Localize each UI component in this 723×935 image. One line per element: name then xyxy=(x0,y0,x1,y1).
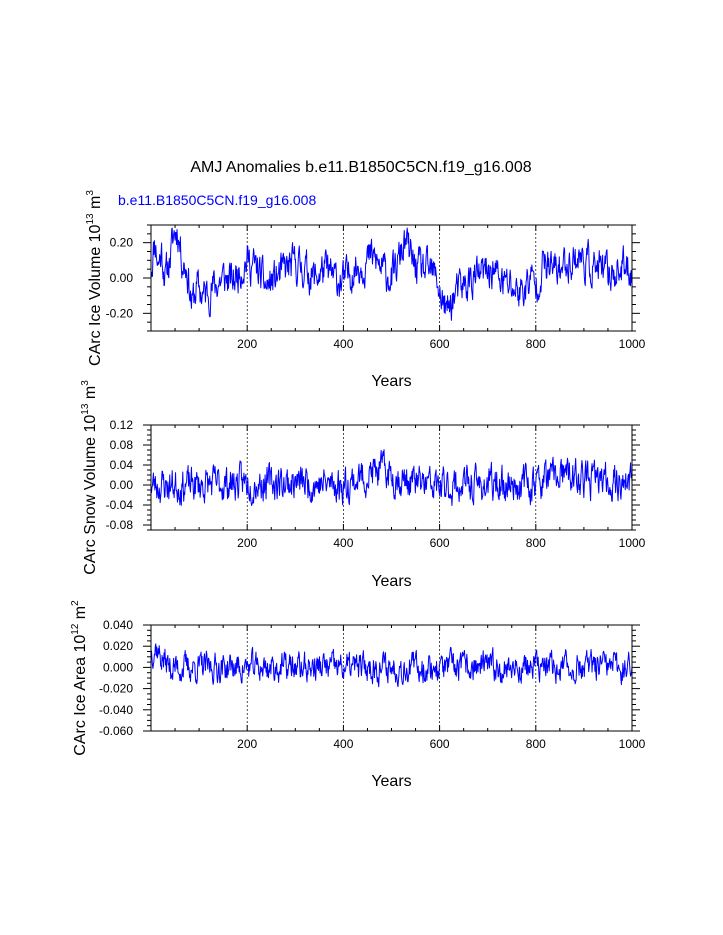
x-tick-label-snow: 1000 xyxy=(619,536,646,550)
x-tick-label-area: 400 xyxy=(333,737,353,751)
panel-snow: 200 400 600 800 1000 -0.08 -0.04 0.00 0.04 0.08 0.… xyxy=(80,380,646,590)
y-tick-label-area: 0.000 xyxy=(103,660,133,674)
y-axis-label-part-sup1: 12 xyxy=(70,623,81,635)
panel-volume: 200 400 600 800 1000 -0.20 0.00 0.20 Years CArc I… xyxy=(85,190,646,390)
series-line-area xyxy=(150,643,633,688)
y-tick-label-volume: 0.00 xyxy=(110,271,134,285)
x-tick-label-volume: 600 xyxy=(430,337,450,351)
y-axis-label-part-sup1: 13 xyxy=(80,403,91,415)
y-axis-label-part-main: CArc Ice Area 10 xyxy=(72,635,89,756)
x-axis-label-volume: Years xyxy=(371,373,411,390)
y-tick-label-area: 0.040 xyxy=(103,618,133,632)
y-axis-label-part-sup1: 13 xyxy=(85,213,96,225)
y-tick-label-snow: 0.04 xyxy=(110,458,134,472)
x-tick-label-snow: 400 xyxy=(333,536,353,550)
y-tick-label-snow: -0.08 xyxy=(106,518,134,532)
y-axis-label-part-sup2: 3 xyxy=(80,380,91,386)
y-tick-label-snow: 0.00 xyxy=(110,478,134,492)
y-tick-label-volume: 0.20 xyxy=(110,236,134,250)
y-axis-label-part-mid: m xyxy=(87,196,104,214)
x-tick-label-area: 200 xyxy=(237,737,257,751)
y-tick-label-volume: -0.20 xyxy=(106,306,134,320)
y-tick-label-snow: -0.04 xyxy=(106,498,134,512)
y-tick-label-area: -0.060 xyxy=(99,724,133,738)
x-tick-label-area: 800 xyxy=(526,737,546,751)
y-axis-label-part-main: CArc Ice Volume 10 xyxy=(87,224,104,366)
x-tick-label-snow: 200 xyxy=(237,536,257,550)
y-axis-label-part-main: CArc Snow Volume 10 xyxy=(82,415,99,575)
y-axis-label-part-mid: m xyxy=(82,386,99,404)
main-title: AMJ Anomalies b.e11.B1850C5CN.f19_g16.00… xyxy=(190,159,531,176)
y-axis-label-part-sup2: 2 xyxy=(70,600,81,606)
series-line-volume xyxy=(150,227,633,321)
x-tick-label-volume: 1000 xyxy=(619,337,646,351)
y-axis-label-part-mid: m xyxy=(72,606,89,624)
panel-area: 200 400 600 800 1000 -0.060 -0.040 -0.020 0.000 0… xyxy=(70,600,646,790)
y-axis-label-volume: CArc Ice Volume 1013 m3 xyxy=(85,190,104,366)
case-label: b.e11.B1850C5CN.f19_g16.008 xyxy=(118,192,316,208)
x-tick-label-snow: 800 xyxy=(526,536,546,550)
x-tick-label-area: 600 xyxy=(430,737,450,751)
x-tick-label-volume: 800 xyxy=(526,337,546,351)
x-tick-label-area: 1000 xyxy=(619,737,646,751)
x-tick-label-snow: 600 xyxy=(430,536,450,550)
y-axis-label-area: CArc Ice Area 1012 m2 xyxy=(70,600,89,756)
panels-group: 200 400 600 800 1000 -0.20 0.00 0.20 Years CArc I… xyxy=(70,190,646,790)
x-tick-label-volume: 200 xyxy=(237,337,257,351)
y-tick-label-snow: 0.12 xyxy=(110,418,134,432)
y-tick-label-area: -0.040 xyxy=(99,703,133,717)
y-tick-label-snow: 0.08 xyxy=(110,438,134,452)
y-axis-label-part-sup2: 3 xyxy=(85,190,96,196)
x-tick-label-volume: 400 xyxy=(333,337,353,351)
series-line-snow xyxy=(150,449,633,506)
y-tick-label-area: 0.020 xyxy=(103,639,133,653)
y-axis-label-snow: CArc Snow Volume 1013 m3 xyxy=(80,380,99,575)
x-axis-label-area: Years xyxy=(371,773,411,790)
x-axis-label-snow: Years xyxy=(371,573,411,590)
y-tick-label-area: -0.020 xyxy=(99,682,133,696)
